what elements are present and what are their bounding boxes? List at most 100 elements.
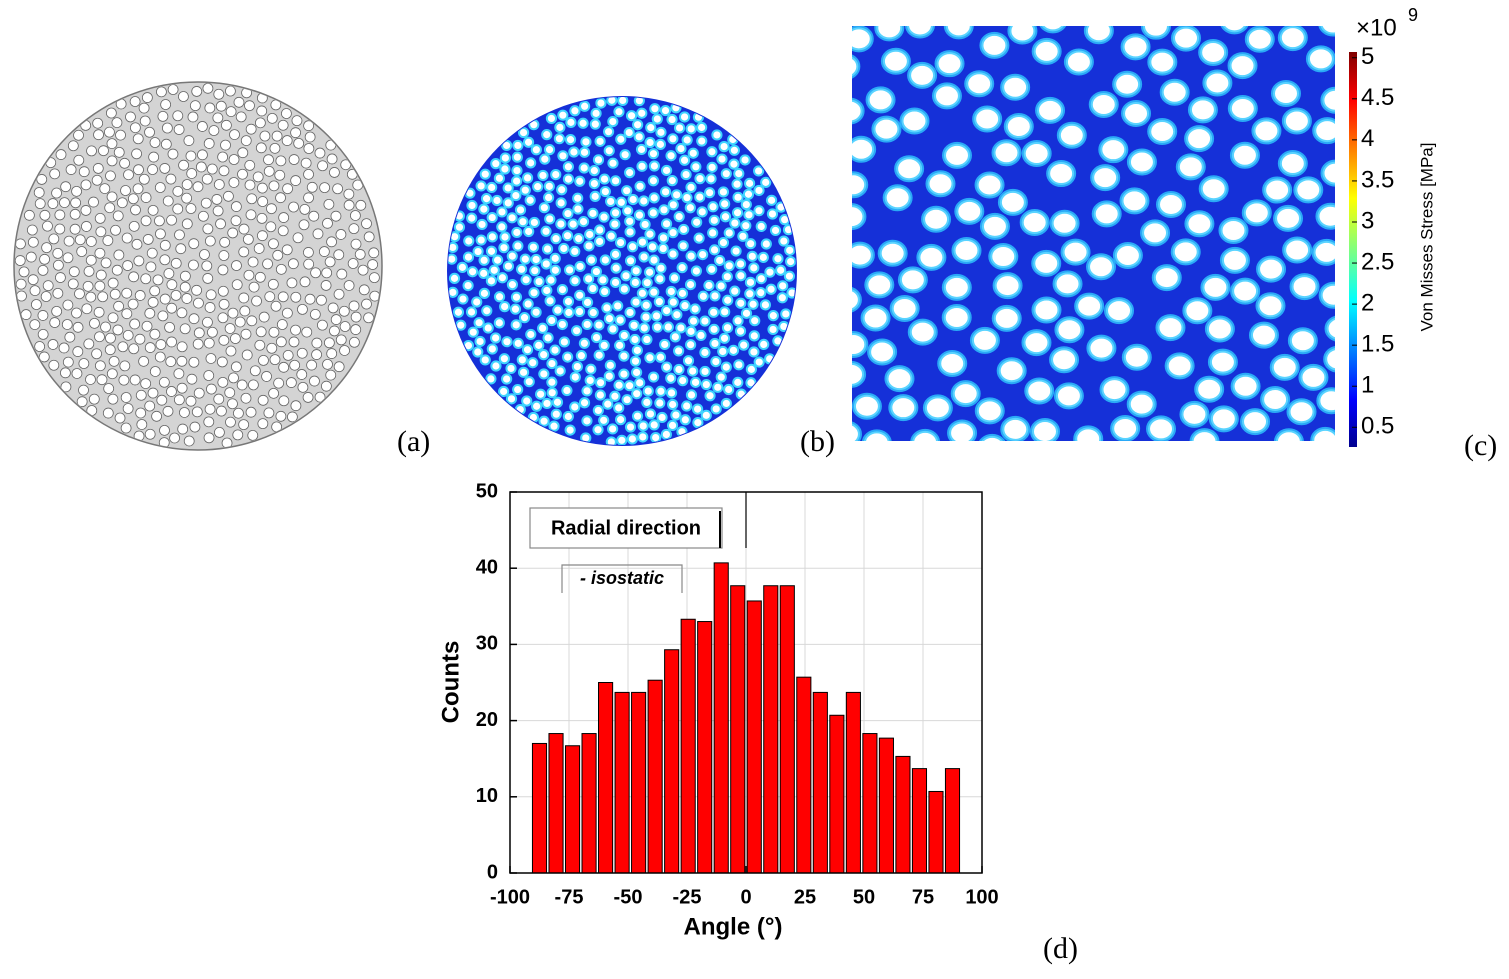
hole xyxy=(1293,176,1324,204)
hole xyxy=(303,120,315,132)
hole xyxy=(51,305,63,317)
hole xyxy=(578,337,590,349)
hole xyxy=(760,238,772,250)
hole xyxy=(275,192,286,204)
hole xyxy=(282,183,293,195)
hole xyxy=(722,294,734,306)
hole xyxy=(335,229,347,240)
hole xyxy=(747,298,759,310)
hole xyxy=(245,209,257,221)
hole xyxy=(45,157,57,169)
hole xyxy=(641,396,653,409)
hole xyxy=(618,329,630,342)
hole xyxy=(311,349,322,360)
hole xyxy=(521,344,534,356)
hole xyxy=(607,157,619,169)
hole xyxy=(67,278,79,290)
hole xyxy=(699,315,711,327)
hole xyxy=(617,97,629,107)
hole xyxy=(571,325,583,337)
hole xyxy=(1198,38,1229,66)
hole xyxy=(743,209,755,221)
hole xyxy=(666,419,679,431)
hole xyxy=(349,336,360,348)
hole xyxy=(149,328,161,340)
hole xyxy=(119,360,131,372)
hole xyxy=(1202,69,1233,97)
hole xyxy=(551,396,564,408)
hole xyxy=(208,125,220,136)
hole xyxy=(329,325,340,337)
hole xyxy=(110,224,121,236)
hole xyxy=(213,393,225,405)
hole xyxy=(321,380,332,392)
hole xyxy=(705,173,717,185)
hole xyxy=(546,357,558,370)
y-tick-label: 30 xyxy=(476,633,498,655)
hole xyxy=(564,424,576,436)
hole xyxy=(744,177,756,189)
hole xyxy=(134,333,146,345)
hole xyxy=(234,316,246,328)
hole xyxy=(70,197,82,209)
hole xyxy=(519,184,531,196)
bar xyxy=(564,745,581,874)
hole xyxy=(1310,426,1335,441)
hole xyxy=(15,238,26,250)
hole xyxy=(281,307,293,319)
hole xyxy=(505,393,518,405)
hole xyxy=(753,165,765,177)
hole xyxy=(745,238,757,250)
hole xyxy=(39,253,50,265)
hole xyxy=(621,185,633,197)
hole xyxy=(1083,26,1114,45)
hole xyxy=(1046,160,1077,188)
hole xyxy=(218,165,230,177)
hole xyxy=(492,254,504,266)
hole xyxy=(256,105,268,117)
hole xyxy=(541,284,553,297)
hole xyxy=(648,419,660,431)
hole xyxy=(176,341,188,353)
hole xyxy=(268,387,280,399)
hole xyxy=(297,303,308,315)
hole xyxy=(203,432,215,444)
hole xyxy=(15,255,26,266)
hole xyxy=(138,173,150,185)
hole xyxy=(298,219,310,231)
hole xyxy=(1031,37,1062,65)
hole xyxy=(660,428,672,441)
hole xyxy=(603,126,615,138)
hole xyxy=(193,387,205,399)
hole xyxy=(753,356,765,368)
hole xyxy=(155,339,167,350)
hole xyxy=(695,329,707,342)
hole xyxy=(231,279,243,291)
hole xyxy=(326,348,338,359)
hole xyxy=(1282,236,1313,264)
hole xyxy=(125,111,136,123)
bar xyxy=(812,691,828,874)
hole xyxy=(690,161,702,173)
hole xyxy=(106,138,118,150)
hole xyxy=(707,201,719,213)
hole xyxy=(203,370,215,381)
hole xyxy=(708,306,720,318)
hole xyxy=(448,272,461,284)
hole xyxy=(659,186,672,198)
y-tick-label: 10 xyxy=(476,785,498,807)
hole xyxy=(720,397,732,410)
hole xyxy=(598,339,610,352)
hole xyxy=(605,195,617,208)
hole xyxy=(475,180,487,192)
hole xyxy=(992,272,1023,300)
hole xyxy=(549,344,561,356)
hole xyxy=(585,363,597,375)
hole xyxy=(183,135,195,146)
hole xyxy=(113,300,125,312)
hole xyxy=(501,336,513,348)
hole xyxy=(979,31,1010,59)
hole xyxy=(116,197,128,209)
hole xyxy=(884,365,915,393)
hole xyxy=(609,175,622,187)
